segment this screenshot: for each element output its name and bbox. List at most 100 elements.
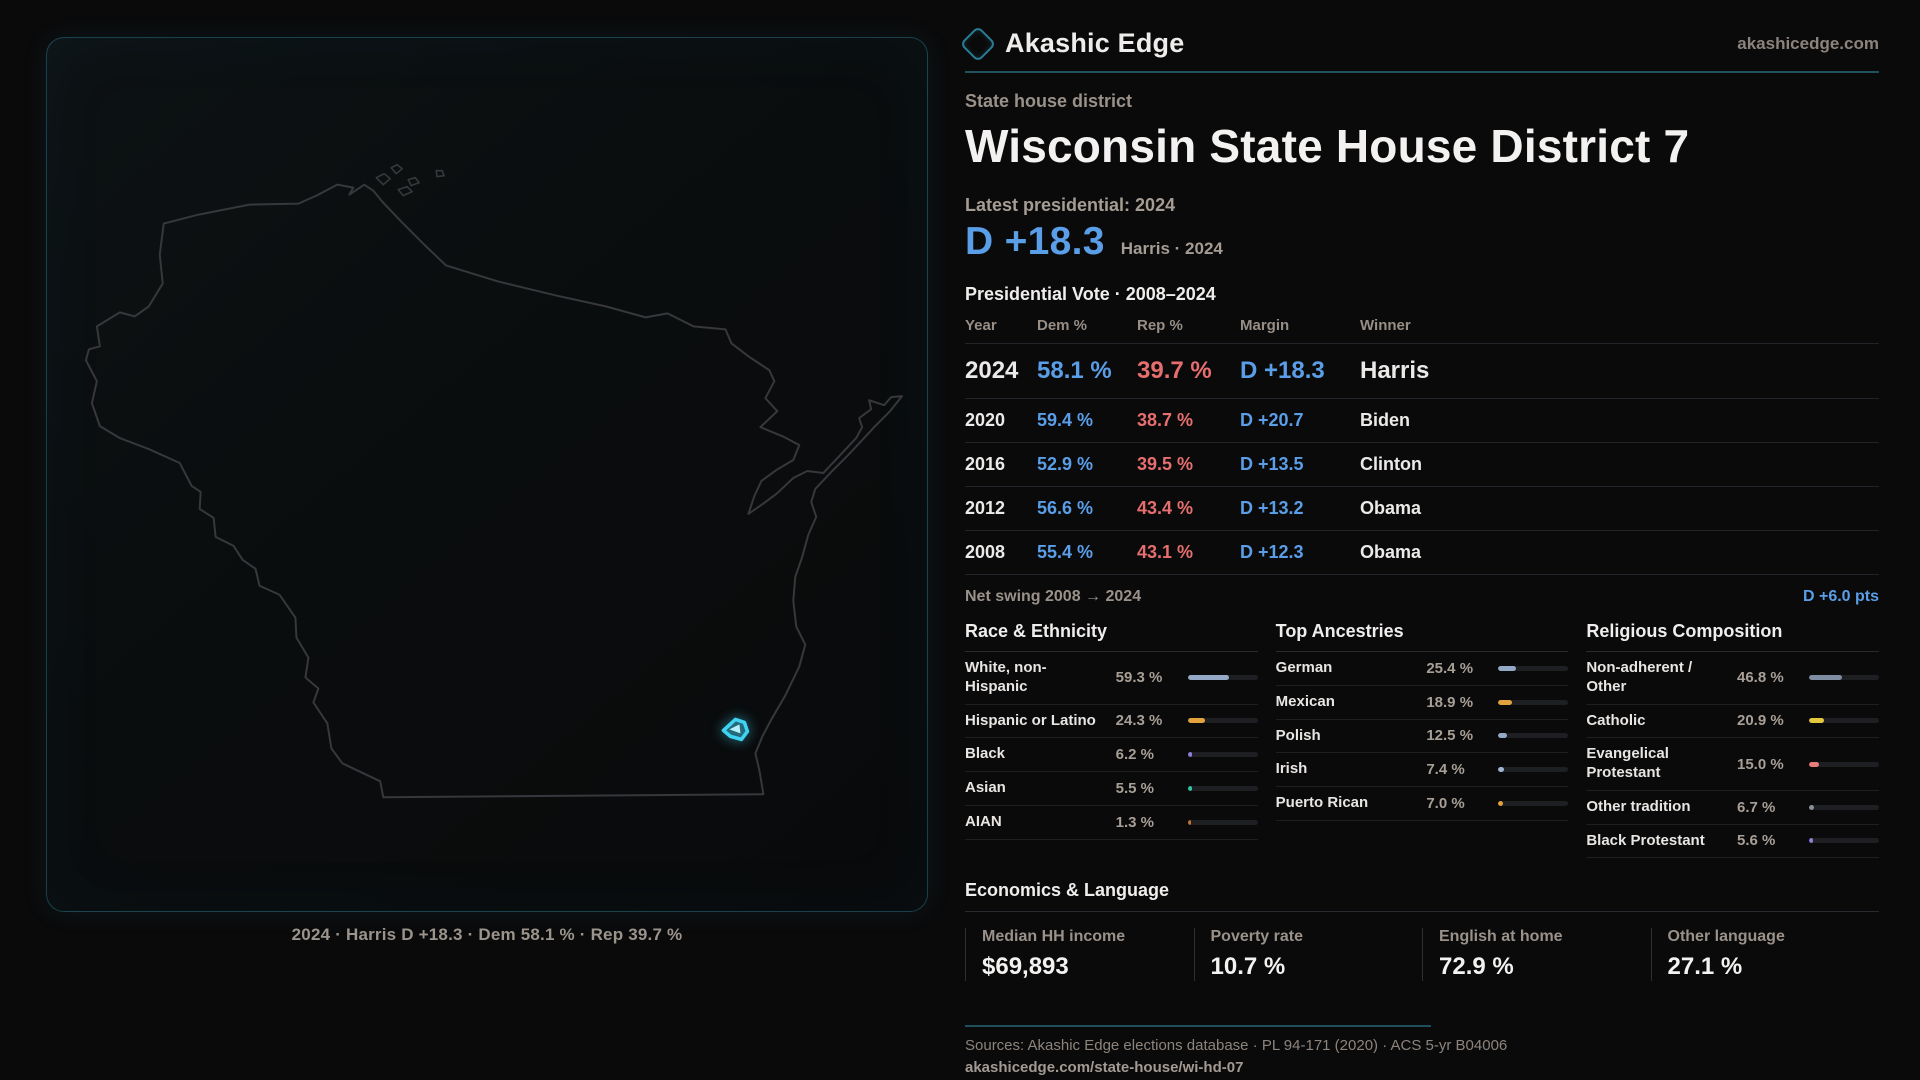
demo-label: Black Protestant bbox=[1586, 831, 1705, 849]
demo-value: 18.9 % bbox=[1426, 693, 1474, 711]
list-item: AIAN 1.3 % bbox=[965, 806, 1258, 840]
permalink-url[interactable]: akashicedge.com/state-house/wi-hd-07 bbox=[965, 1059, 1244, 1077]
demo-label: Evangelical Protestant bbox=[1586, 745, 1669, 781]
demo-label: Hispanic or Latino bbox=[965, 711, 1096, 729]
list-item: White, non-Hispanic 59.3 % bbox=[965, 652, 1258, 705]
presidential-vote-table: Year Dem % Rep % Margin Winner 2024 58.1… bbox=[965, 317, 1879, 575]
cell-winner: Biden bbox=[1360, 410, 1411, 430]
header-divider bbox=[965, 71, 1879, 73]
demo-label: Polish bbox=[1275, 726, 1321, 744]
demo-bar bbox=[1498, 699, 1569, 705]
demo-bar bbox=[1498, 800, 1569, 806]
col-header-margin: Margin bbox=[1240, 317, 1290, 334]
demo-bar-fill bbox=[1808, 718, 1824, 724]
stat-value: 72.9 % bbox=[1439, 953, 1514, 981]
net-swing-label: Net swing 2008 → 2024 bbox=[965, 588, 1142, 605]
cell-rep: 43.4 % bbox=[1137, 498, 1194, 518]
cell-winner: Obama bbox=[1360, 498, 1422, 518]
brand-domain-link[interactable]: akashicedge.com bbox=[1737, 33, 1879, 53]
demo-label: Non-adherent / Other bbox=[1586, 659, 1693, 695]
cell-margin: D +12.3 bbox=[1240, 542, 1304, 562]
demo-label: German bbox=[1275, 659, 1333, 676]
demo-label: Catholic bbox=[1586, 711, 1646, 729]
demo-value: 59.3 % bbox=[1115, 669, 1163, 687]
section-title: Race & Ethnicity bbox=[965, 621, 1258, 652]
cell-margin: D +13.2 bbox=[1240, 498, 1304, 518]
demo-bar bbox=[1808, 804, 1879, 810]
apostle-islands-outline bbox=[375, 163, 445, 197]
col-header-year: Year bbox=[965, 317, 997, 334]
demo-bar bbox=[1187, 718, 1258, 724]
cell-winner: Harris bbox=[1360, 357, 1430, 384]
cell-dem: 55.4 % bbox=[1037, 542, 1094, 562]
demo-bar-fill bbox=[1498, 767, 1504, 773]
brand-lockup: Akashic Edge bbox=[959, 25, 1185, 62]
footer: Sources: Akashic Edge elections database… bbox=[965, 1025, 1879, 1076]
demo-value: 1.3 % bbox=[1115, 813, 1155, 831]
stat-poverty-rate: Poverty rate 10.7 % bbox=[1193, 928, 1423, 982]
table-row: 2012 56.6 % 43.4 % D +13.2 Obama bbox=[965, 487, 1879, 531]
demo-bar-fill bbox=[1808, 761, 1820, 767]
demo-value: 7.4 % bbox=[1426, 761, 1465, 779]
vote-table-title: Presidential Vote · 2008–2024 bbox=[965, 284, 1216, 304]
list-item: German 25.4 % bbox=[1275, 652, 1569, 686]
demo-value: 20.9 % bbox=[1736, 712, 1784, 730]
headline-margin-sub: Harris · 2024 bbox=[1120, 239, 1223, 258]
table-row: 2016 52.9 % 39.5 % D +13.5 Clinton bbox=[965, 443, 1879, 487]
demo-value: 7.0 % bbox=[1426, 794, 1465, 812]
demo-value: 25.4 % bbox=[1426, 659, 1474, 677]
cell-year: 2012 bbox=[965, 498, 1006, 518]
demo-value: 5.6 % bbox=[1736, 832, 1776, 850]
demo-bar-fill bbox=[1808, 804, 1814, 810]
demo-value: 15.0 % bbox=[1736, 755, 1784, 773]
vote-table-header: Year Dem % Rep % Margin Winner bbox=[965, 317, 1879, 344]
cell-rep: 43.1 % bbox=[1137, 542, 1194, 562]
demo-value: 5.5 % bbox=[1115, 779, 1155, 797]
stat-label: Other language bbox=[1667, 928, 1785, 946]
demo-bar bbox=[1808, 838, 1879, 844]
map-panel bbox=[46, 37, 928, 912]
demo-bar bbox=[1808, 718, 1879, 724]
cell-year: 2016 bbox=[965, 454, 1006, 474]
stat-other-language: Other language 27.1 % bbox=[1650, 928, 1880, 982]
stat-value: 27.1 % bbox=[1667, 953, 1743, 981]
list-item: Polish 12.5 % bbox=[1275, 720, 1569, 754]
brand-header: Akashic Edge akashicedge.com bbox=[959, 25, 1879, 62]
section-title: Top Ancestries bbox=[1275, 621, 1569, 652]
demo-label: Puerto Rican bbox=[1275, 794, 1369, 811]
stat-label: Median HH income bbox=[982, 928, 1126, 946]
demo-bar-fill bbox=[1187, 785, 1192, 791]
demo-bar-fill bbox=[1498, 665, 1517, 671]
stat-english-at-home: English at home 72.9 % bbox=[1422, 928, 1651, 982]
list-item: Hispanic or Latino 24.3 % bbox=[965, 705, 1258, 739]
cell-margin: D +18.3 bbox=[1240, 357, 1325, 384]
demo-bar bbox=[1498, 665, 1569, 671]
demo-bar bbox=[1808, 675, 1879, 681]
brand-name: Akashic Edge bbox=[1005, 28, 1185, 58]
demo-bar-fill bbox=[1187, 718, 1205, 724]
demo-label: AIAN bbox=[965, 812, 1002, 830]
economics-section-title: Economics & Language bbox=[965, 880, 1879, 913]
demo-value: 6.2 % bbox=[1115, 746, 1155, 764]
col-header-dem: Dem % bbox=[1037, 317, 1088, 334]
cell-year: 2008 bbox=[965, 542, 1006, 562]
section-race-ethnicity: Race & Ethnicity White, non-Hispanic 59.… bbox=[965, 621, 1258, 858]
section-religious-composition: Religious Composition Non-adherent / Oth… bbox=[1586, 621, 1879, 859]
cell-winner: Obama bbox=[1360, 542, 1422, 562]
net-swing-row: Net swing 2008 → 2024 D +6.0 pts bbox=[965, 588, 1879, 606]
economics-stats: Median HH income $69,893 Poverty rate 10… bbox=[965, 928, 1880, 982]
headline-margin-row: D +18.3 Harris · 2024 bbox=[965, 220, 1879, 264]
district-7-core bbox=[729, 724, 741, 734]
demo-bar bbox=[1187, 785, 1258, 791]
demo-bar bbox=[1808, 761, 1879, 767]
demo-value: 24.3 % bbox=[1115, 712, 1163, 730]
section-top-ancestries: Top Ancestries German 25.4 % Mexican 18.… bbox=[1275, 621, 1569, 858]
stat-label: Poverty rate bbox=[1210, 928, 1304, 946]
demo-value: 46.8 % bbox=[1736, 669, 1784, 687]
latest-presidential-label: Latest presidential: 2024 bbox=[965, 195, 1176, 215]
sources-text: Sources: Akashic Edge elections database… bbox=[965, 1037, 1508, 1055]
footer-divider bbox=[965, 1025, 1432, 1028]
demo-bar bbox=[1498, 733, 1569, 739]
col-header-winner: Winner bbox=[1360, 317, 1411, 334]
table-row: 2020 59.4 % 38.7 % D +20.7 Biden bbox=[965, 399, 1879, 443]
